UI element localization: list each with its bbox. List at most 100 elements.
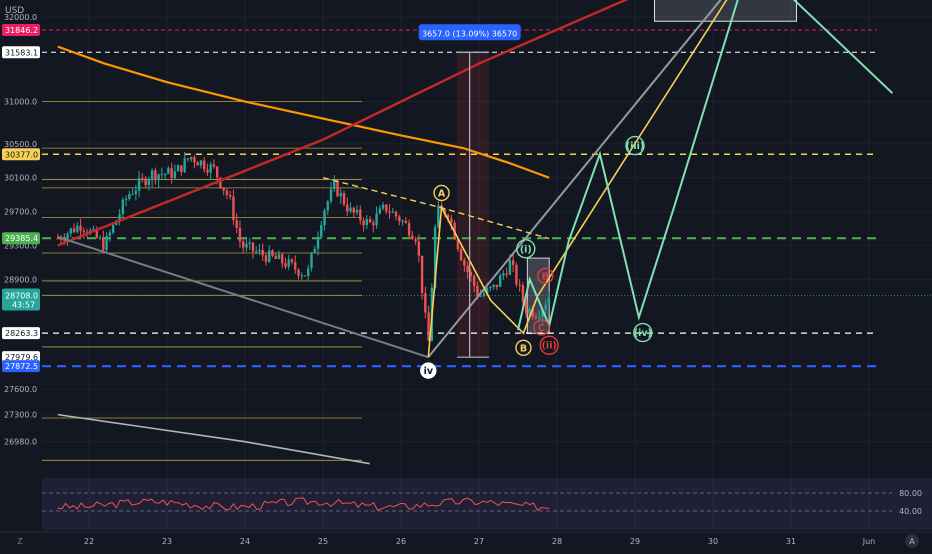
time-tick-label: 23 — [162, 537, 172, 546]
z-label: Z — [17, 537, 23, 546]
candle-body — [303, 275, 307, 277]
candle-body — [144, 178, 147, 186]
candle-body — [261, 249, 264, 256]
candle-body — [544, 304, 547, 310]
candle-body — [215, 166, 219, 178]
time-tick-label: 25 — [318, 537, 328, 546]
candle-body — [528, 308, 531, 314]
candle-body — [300, 275, 303, 277]
candle-body — [469, 272, 473, 277]
candle-body — [359, 209, 362, 221]
candle-body — [407, 223, 411, 236]
candle-body — [508, 260, 512, 275]
candle-body — [183, 158, 186, 173]
candle-body — [479, 295, 482, 297]
candle-body — [255, 251, 258, 253]
candle-body — [137, 178, 141, 191]
rsi-level-label: 80.00 — [899, 489, 922, 498]
price-marker-box — [2, 360, 40, 373]
candle-body — [437, 205, 440, 228]
time-tick-label: 30 — [708, 537, 718, 546]
wave-label-text: (iv) — [634, 328, 652, 339]
candle-body — [414, 239, 417, 242]
background-drawings — [42, 0, 932, 461]
price-tick-label: 32000.0 — [4, 13, 37, 22]
candle-body — [495, 284, 499, 287]
candle-body — [492, 284, 495, 287]
candle-body — [372, 222, 375, 226]
candle-body — [79, 225, 82, 231]
candle-body — [258, 249, 261, 252]
wave-label-text: B — [520, 343, 527, 354]
candle-body — [515, 264, 518, 285]
wave-label-circle — [533, 319, 550, 336]
last-price-label: 28708.0 — [5, 292, 38, 301]
countdown-label: 43:57 — [12, 301, 35, 310]
wave-label-circle — [515, 339, 532, 356]
candle-body — [189, 157, 193, 160]
measure-highlight — [457, 52, 490, 358]
price-marker-box — [2, 232, 40, 245]
candle-body — [521, 285, 525, 302]
price-tick-label: 31000.0 — [4, 98, 37, 107]
wave-label-circle — [516, 239, 536, 259]
candle-body — [98, 237, 102, 239]
candle-body — [196, 162, 199, 166]
candle-body — [323, 210, 326, 226]
candle-body — [225, 190, 229, 196]
green-wave-projection — [517, 0, 894, 331]
candle-body — [232, 196, 235, 221]
candle-body — [147, 179, 151, 186]
candle-body — [170, 168, 173, 179]
rsi-band — [42, 478, 932, 530]
candle-body — [456, 239, 460, 250]
time-tick-label: 22 — [84, 537, 94, 546]
price-marker-label: 31846.2 — [5, 26, 38, 35]
rising-trendline — [57, 0, 629, 247]
candle-body — [534, 316, 538, 319]
candle-body — [333, 181, 336, 189]
candle-body — [498, 275, 502, 287]
price-tick-label: 30100.0 — [4, 174, 37, 183]
yellow-wave-path — [427, 0, 728, 358]
candle-body — [69, 228, 73, 234]
price-tick-label: 28900.0 — [4, 275, 37, 284]
measure-label: 3657.0 (13.09%) 36570 — [422, 29, 517, 38]
candle-body — [63, 239, 66, 241]
candle-body — [459, 249, 463, 261]
candle-body — [66, 233, 69, 241]
candle-body — [186, 158, 190, 160]
candle-body — [268, 250, 271, 262]
candle-body — [346, 204, 349, 212]
candle-body — [320, 225, 323, 237]
candle-body — [248, 242, 251, 244]
candle-body — [417, 241, 421, 256]
candle-body — [202, 160, 206, 170]
price-marker-box — [2, 46, 40, 59]
candle-body — [368, 219, 372, 223]
time-tick-label: 26 — [396, 537, 406, 546]
descending-gray-line — [57, 236, 429, 359]
candle-body — [176, 165, 180, 172]
candle-body — [547, 297, 551, 305]
time-tick-label: 27 — [474, 537, 484, 546]
candle-body — [476, 286, 479, 296]
candle-body — [401, 220, 404, 222]
wave-label-circle — [633, 322, 653, 343]
candle-body — [505, 273, 508, 275]
candle-body — [394, 211, 398, 217]
candle-body — [313, 248, 316, 253]
price-marker-box — [2, 351, 40, 364]
candle-body — [82, 230, 86, 232]
candle-body — [541, 309, 544, 318]
candle-body — [180, 165, 183, 173]
candle-body — [222, 187, 225, 191]
candle-body — [339, 193, 342, 197]
price-tick-label: 30500.0 — [4, 140, 37, 149]
candle-body — [297, 269, 300, 276]
candle-body — [251, 242, 255, 252]
candle-body — [489, 286, 492, 288]
